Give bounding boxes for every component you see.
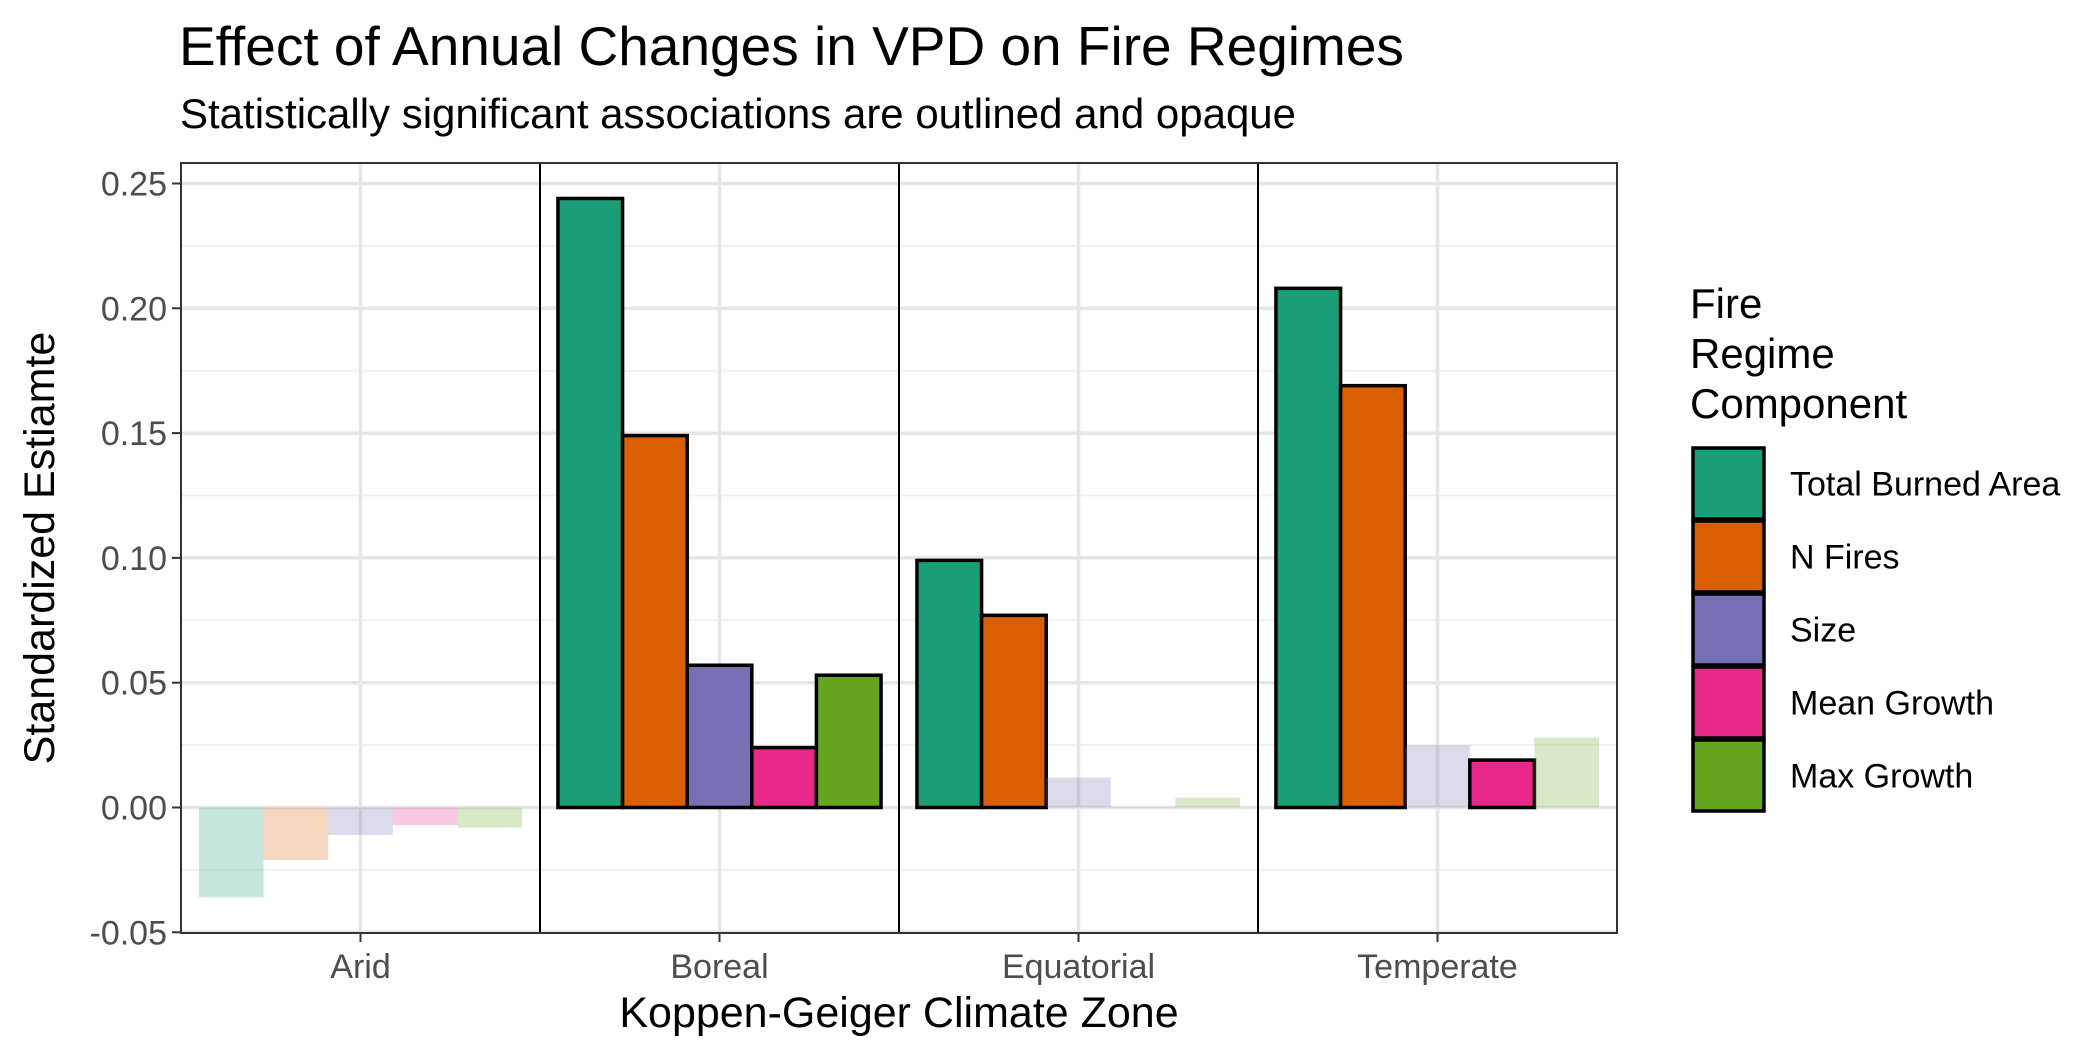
bar-equatorial-size — [1046, 777, 1111, 808]
legend-layer: Fire Regime Component Total Burned Area N Fi… — [1690, 280, 2060, 813]
y-axis-label: Standardized Estiamte — [16, 332, 64, 765]
bar-boreal-total-burned-area — [556, 196, 625, 810]
legend-title: Fire Regime Component — [1690, 280, 1907, 427]
x-axis-label: Koppen-Geiger Climate Zone — [619, 989, 1178, 1037]
x-tick-label: Equatorial — [1002, 948, 1155, 986]
bar-boreal-max-growth — [814, 673, 883, 810]
bar-temperate-mean-growth — [1468, 758, 1537, 810]
legend-key-size — [1691, 592, 1766, 667]
y-tick-label: 0.05 — [101, 665, 167, 703]
bar-equatorial-n-fires — [979, 613, 1048, 810]
bars-layer — [198, 196, 1600, 898]
legend-key-mean-growth — [1691, 665, 1766, 740]
legend-label-size: Size — [1790, 612, 1856, 650]
y-tick-label: -0.05 — [90, 914, 168, 952]
legend-label-max-growth: Max Growth — [1790, 758, 1973, 796]
bar-equatorial-total-burned-area — [915, 558, 984, 810]
bar-boreal-mean-growth — [750, 745, 819, 810]
bar-arid-size — [328, 807, 393, 835]
bar-arid-n-fires — [263, 807, 329, 860]
y-tick-label: 0.25 — [101, 166, 167, 204]
bar-arid-total-burned-area — [198, 807, 264, 898]
bar-temperate-size — [1405, 745, 1470, 808]
y-tick-label: 0.15 — [101, 415, 167, 453]
axis-layer: -0.05 0.00 0.05 0.10 0.15 0.20 0.25 Arid Boreal E… — [16, 166, 1518, 1038]
legend-label-n-fires: N Fires — [1790, 539, 1900, 577]
plot-border — [180, 162, 1618, 934]
chart-title: Effect of Annual Changes in VPD on Fire … — [179, 15, 1404, 77]
bar-arid-max-growth — [457, 807, 523, 828]
x-tick-label: Arid — [330, 948, 390, 986]
bar-boreal-size — [685, 663, 754, 810]
legend-key-total-burned-area — [1691, 446, 1766, 521]
y-tick-label: 0.20 — [101, 290, 167, 328]
bar-equatorial-mean-growth — [1110, 807, 1176, 808]
x-tick-label: Temperate — [1357, 948, 1518, 986]
bar-boreal-n-fires — [620, 433, 689, 810]
bar-temperate-max-growth — [1534, 737, 1600, 808]
bar-equatorial-max-growth — [1175, 797, 1241, 808]
legend-key-max-growth — [1691, 738, 1766, 813]
bar-temperate-total-burned-area — [1274, 286, 1343, 810]
chart-subtitle: Statistically significant associations a… — [180, 90, 1297, 137]
y-tick-label: 0.10 — [101, 540, 167, 578]
legend-label-mean-growth: Mean Growth — [1790, 685, 1994, 723]
x-tick-label: Boreal — [670, 948, 768, 986]
frame-layer — [180, 162, 1618, 934]
y-tick-label: 0.00 — [101, 790, 167, 828]
legend-label-total-burned-area: Total Burned Area — [1790, 466, 2060, 504]
bar-temperate-n-fires — [1338, 383, 1407, 810]
bar-arid-mean-growth — [392, 807, 458, 825]
legend-key-n-fires — [1691, 519, 1766, 594]
